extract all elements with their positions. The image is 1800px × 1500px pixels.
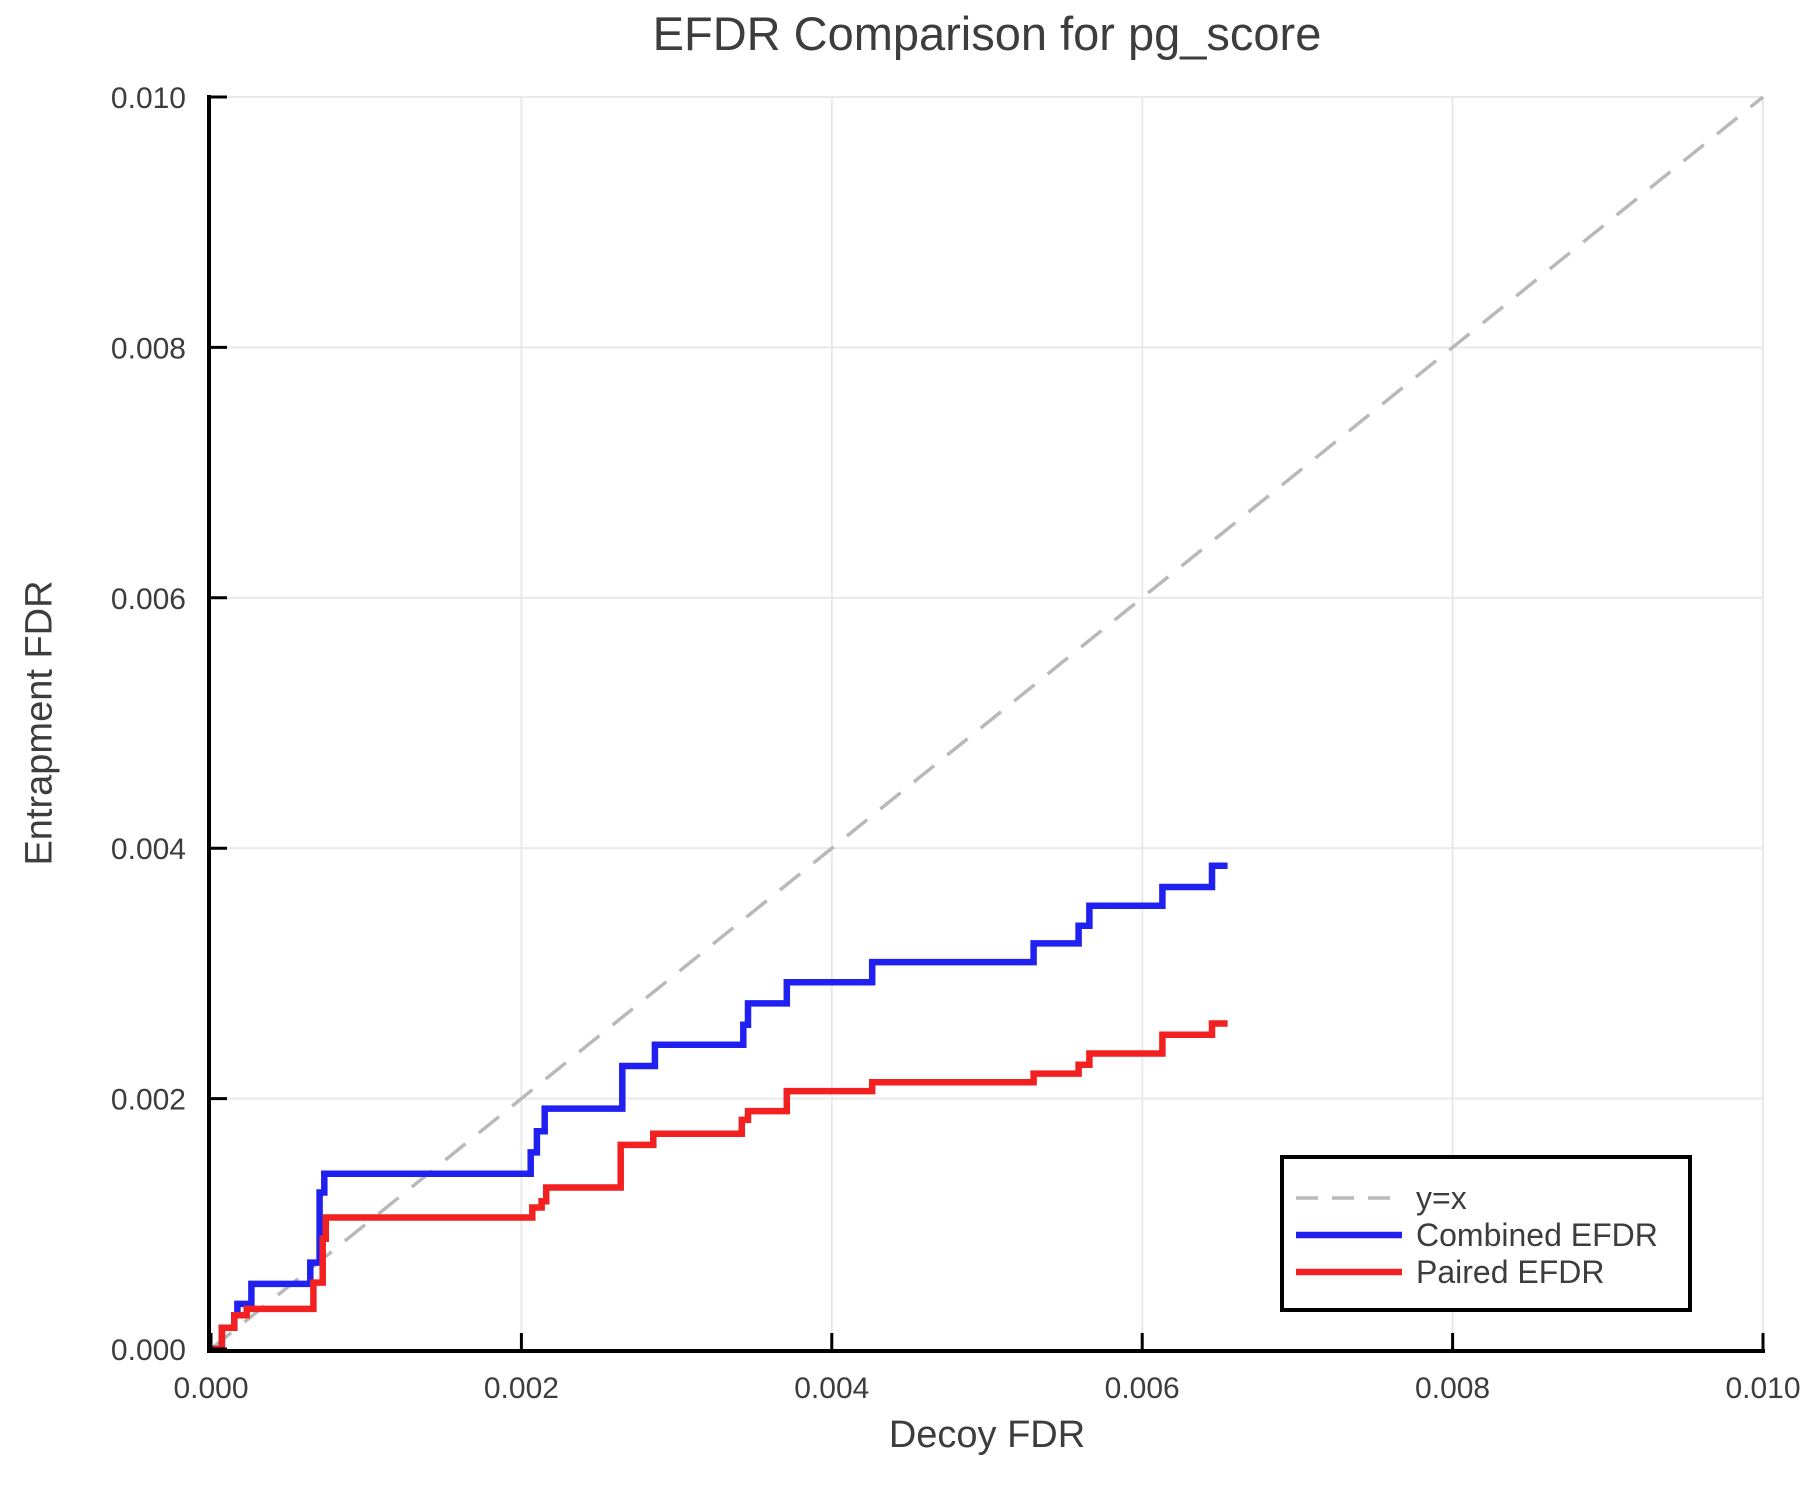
series-line-paired-efdr	[211, 1020, 1228, 1353]
x-axis-label: Decoy FDR	[888, 1414, 1086, 1456]
y-tick-label: 0.008	[111, 332, 186, 365]
x-tick-label: 0.002	[484, 1372, 559, 1405]
y-tick-label: 0.000	[111, 1334, 186, 1367]
x-tick-label: 0.010	[1725, 1372, 1800, 1405]
x-tick-label: 0.008	[1415, 1372, 1490, 1405]
y-tick-label: 0.006	[111, 583, 186, 616]
legend-label: Paired EFDR	[1416, 1254, 1605, 1290]
y-tick-label: 0.010	[111, 82, 186, 115]
x-tick-label: 0.006	[1105, 1372, 1180, 1405]
axes-spines	[207, 95, 1765, 1353]
x-tick-label: 0.004	[794, 1372, 869, 1405]
series-line-combined-efdr	[211, 862, 1228, 1353]
y-axis-label: Entrapment FDR	[18, 580, 61, 866]
legend-label: y=x	[1416, 1180, 1467, 1216]
legend-label: Combined EFDR	[1416, 1217, 1658, 1253]
chart-title: EFDR Comparison for pg_score	[652, 7, 1322, 60]
identity-line	[209, 95, 1765, 1351]
x-tick-label: 0.000	[173, 1372, 248, 1405]
y-tick-label: 0.002	[111, 1084, 186, 1117]
y-tick-label: 0.004	[111, 833, 186, 866]
